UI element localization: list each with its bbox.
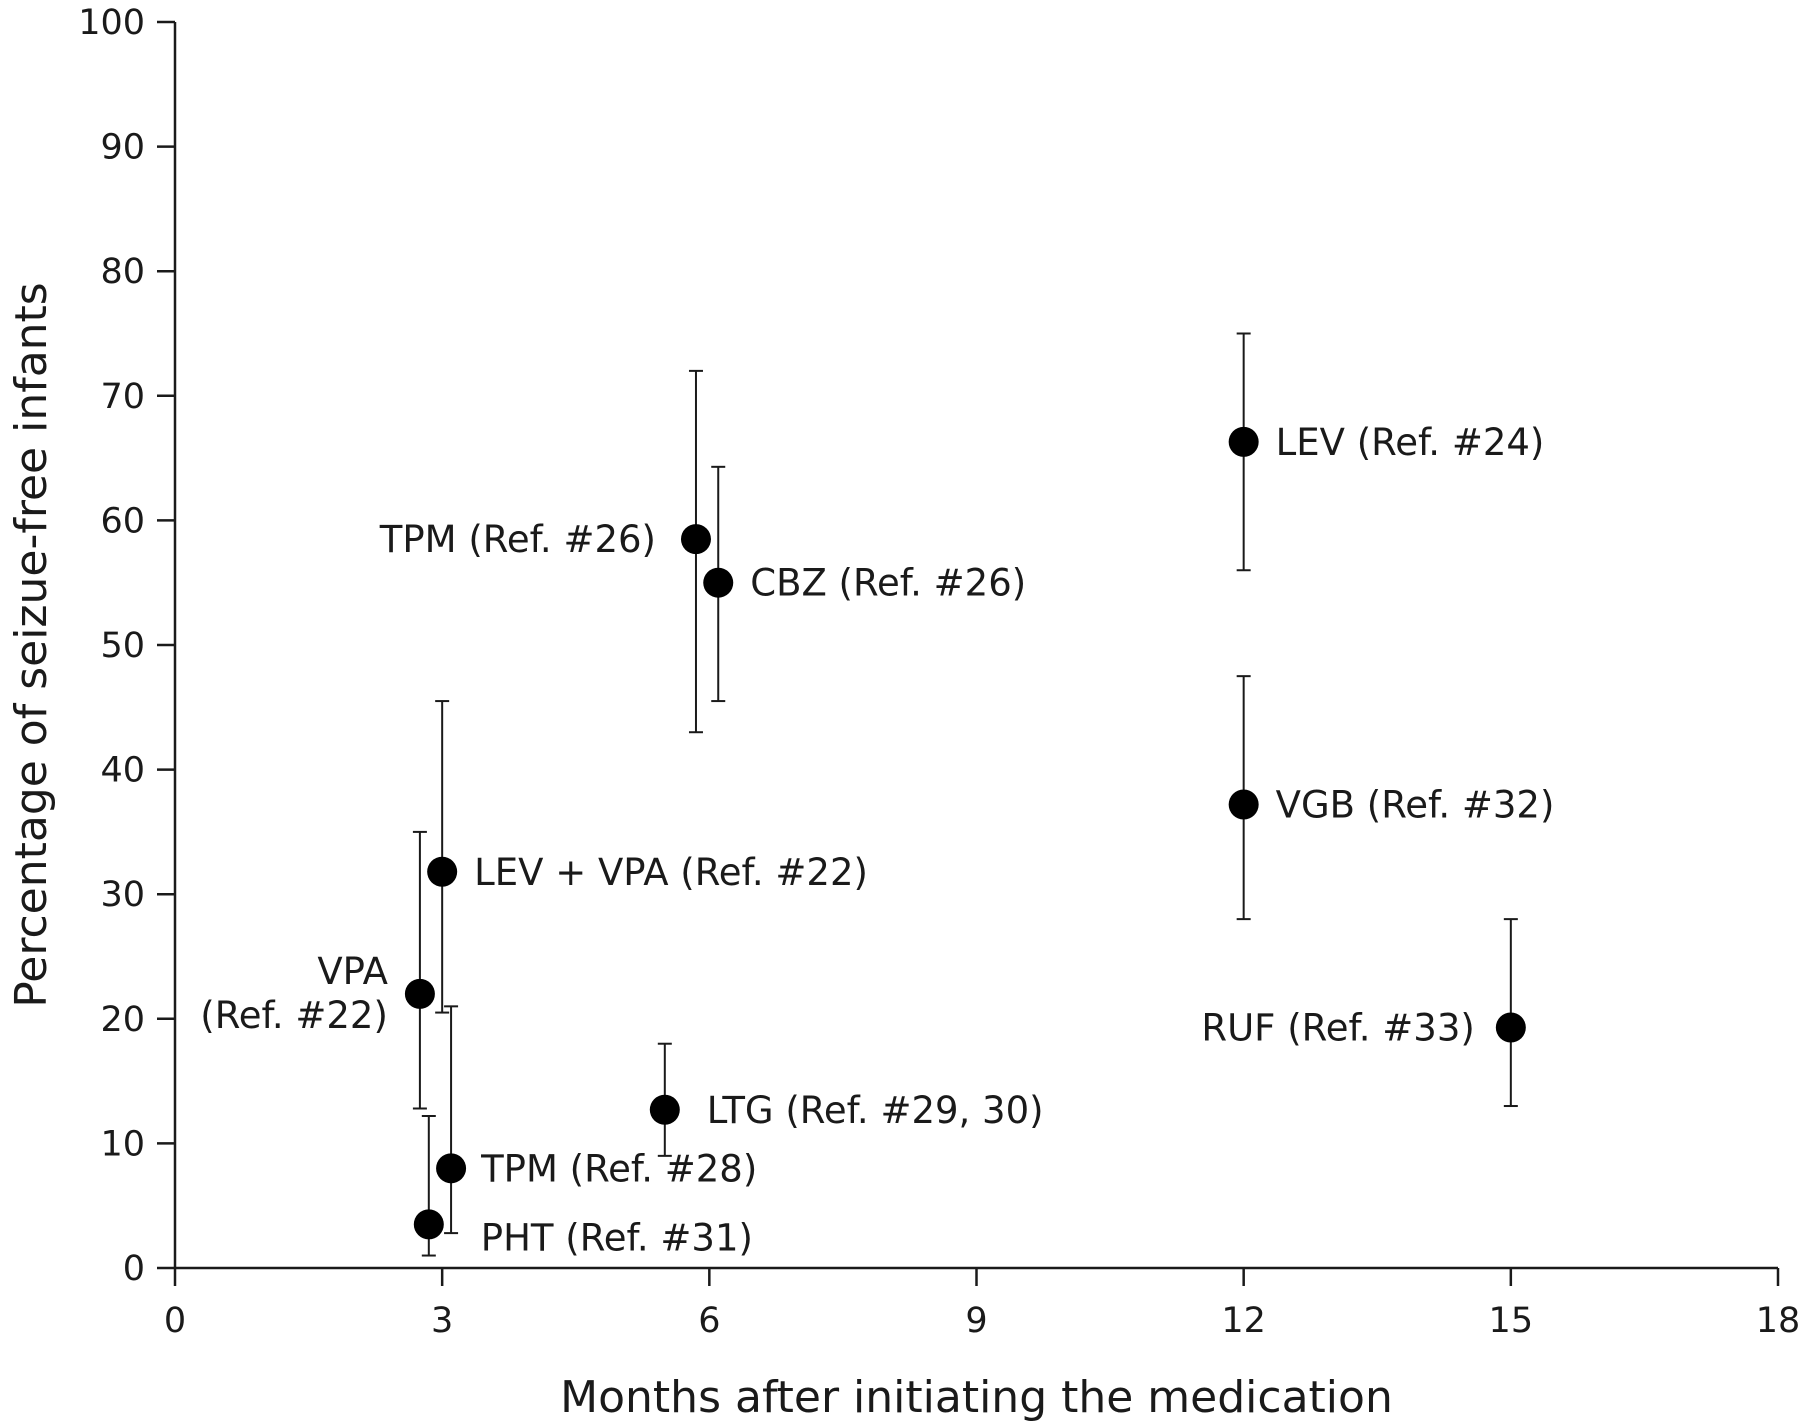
y-axis-title: Percentage of seizue-free infants bbox=[6, 282, 57, 1007]
x-tick-label: 0 bbox=[164, 1301, 186, 1341]
data-points: TPM (Ref. #26) CBZ (Ref. #26) LEV (Ref. #2… bbox=[200, 332, 1555, 1259]
x-axis-title: Months after initiating the medication bbox=[560, 1372, 1393, 1423]
point-label: TPM (Ref. #26) bbox=[379, 518, 656, 561]
y-tick-label: 100 bbox=[78, 3, 145, 43]
point-marker bbox=[436, 1153, 467, 1184]
point-marker bbox=[413, 1209, 444, 1240]
x-tick-label: 6 bbox=[698, 1301, 720, 1341]
y-tick-label: 70 bbox=[100, 377, 145, 417]
y-tick-label: 10 bbox=[100, 1124, 145, 1164]
point-marker bbox=[1495, 1012, 1526, 1043]
y-tick-label: 0 bbox=[123, 1249, 145, 1289]
point-marker bbox=[703, 567, 734, 598]
point-label: TPM (Ref. #28) bbox=[480, 1147, 757, 1190]
data-point: LTG (Ref. #29, 30) bbox=[649, 1042, 1044, 1157]
data-point: VGB (Ref. #32) bbox=[1228, 675, 1555, 921]
point-marker bbox=[680, 524, 711, 555]
y-tick-label: 80 bbox=[100, 252, 145, 292]
point-marker bbox=[1228, 426, 1259, 457]
point-marker bbox=[1228, 789, 1259, 820]
point-label: CBZ (Ref. #26) bbox=[750, 562, 1026, 605]
y-tick-label: 20 bbox=[100, 1000, 145, 1040]
point-label: PHT (Ref. #31) bbox=[481, 1216, 753, 1259]
data-point: RUF (Ref. #33) bbox=[1201, 918, 1526, 1108]
data-point: TPM (Ref. #26) bbox=[379, 369, 711, 734]
y-tick-label: 90 bbox=[100, 128, 145, 168]
x-tick-label: 12 bbox=[1221, 1301, 1266, 1341]
data-point: LEV + VPA (Ref. #22) bbox=[427, 700, 868, 1014]
data-point: LEV (Ref. #24) bbox=[1228, 332, 1545, 572]
x-tick-label: 15 bbox=[1489, 1301, 1534, 1341]
x-tick-label: 3 bbox=[431, 1301, 453, 1341]
point-marker bbox=[649, 1094, 680, 1125]
point-label: VPA bbox=[317, 950, 388, 993]
point-label: LEV (Ref. #24) bbox=[1276, 421, 1545, 464]
point-label: VGB (Ref. #32) bbox=[1276, 783, 1555, 826]
point-label: RUF (Ref. #33) bbox=[1201, 1007, 1474, 1050]
data-point: TPM (Ref. #28) bbox=[436, 1005, 757, 1235]
axes bbox=[173, 22, 1778, 1270]
data-point: CBZ (Ref. #26) bbox=[703, 465, 1026, 703]
y-tick-label: 30 bbox=[100, 875, 145, 915]
point-label: (Ref. #22) bbox=[200, 994, 388, 1037]
x-ticks: 0 3 6 9 12 15 18 bbox=[164, 1268, 1800, 1341]
x-tick-label: 18 bbox=[1756, 1301, 1800, 1341]
y-tick-label: 60 bbox=[100, 501, 145, 541]
x-tick-label: 9 bbox=[965, 1301, 987, 1341]
point-marker bbox=[404, 978, 435, 1009]
point-marker bbox=[427, 856, 458, 887]
y-tick-label: 40 bbox=[100, 751, 145, 791]
data-point: VPA(Ref. #22) bbox=[200, 830, 435, 1110]
y-ticks: 0 10 20 30 40 50 60 70 80 90 100 bbox=[78, 3, 175, 1289]
y-tick-label: 50 bbox=[100, 626, 145, 666]
point-label: LTG (Ref. #29, 30) bbox=[707, 1089, 1044, 1132]
point-label: LEV + VPA (Ref. #22) bbox=[474, 851, 868, 894]
data-point: PHT (Ref. #31) bbox=[413, 1114, 753, 1259]
